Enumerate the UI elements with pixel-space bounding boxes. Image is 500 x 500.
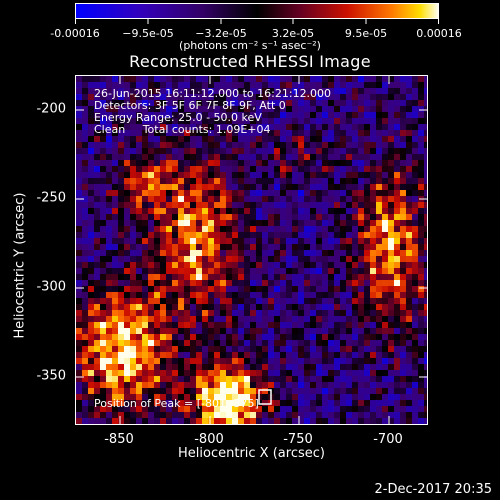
- colorbar: [75, 3, 439, 19]
- colorbar-tick: 9.5e-05: [344, 27, 388, 40]
- x-axis-label: Heliocentric X (arcsec): [178, 446, 325, 461]
- y-tick-label: -200: [36, 101, 66, 117]
- colorbar-tick: −3.2e-05: [195, 27, 247, 40]
- detectors: Detectors: 3F 5F 6F 7F 8F 9F, Att 0: [94, 99, 286, 112]
- energy-range: Energy Range: 25.0 - 50.0 keV: [94, 111, 262, 124]
- colorbar-tick: −9.5e-05: [122, 27, 174, 40]
- clean-counts: Clean Total counts: 1.09E+04: [94, 123, 271, 136]
- colorbar-tick: 0.00016: [416, 27, 462, 40]
- axis-ticks: [76, 76, 427, 424]
- timestamp: 2-Dec-2017 20:35: [374, 482, 493, 497]
- colorbar-ticks: [75, 19, 439, 24]
- y-tick-label: -350: [36, 368, 66, 384]
- peak-marker: [258, 389, 272, 405]
- x-tick-label: -800: [194, 432, 224, 447]
- y-tick-label: -250: [36, 190, 66, 206]
- colorbar-units: (photons cm⁻² s⁻¹ asec⁻²): [179, 39, 321, 52]
- colorbar-tick: 3.2e-05: [271, 27, 315, 40]
- heatmap-image: [76, 76, 427, 424]
- plot-area: [75, 75, 428, 425]
- y-axis-label: Heliocentric Y (arcsec): [12, 192, 28, 339]
- y-tick-label: -300: [36, 279, 66, 295]
- x-tick-label: -850: [104, 432, 134, 447]
- x-tick-label: -750: [283, 432, 313, 447]
- peak-position: Position of Peak = [-801,-375]: [94, 397, 259, 410]
- x-tick-label: -700: [373, 432, 403, 447]
- time-range: 26-Jun-2015 16:11:12.000 to 16:21:12.000: [94, 87, 332, 100]
- colorbar-tick: -0.00016: [50, 27, 100, 40]
- chart-title: Reconstructed RHESSI Image: [129, 52, 371, 71]
